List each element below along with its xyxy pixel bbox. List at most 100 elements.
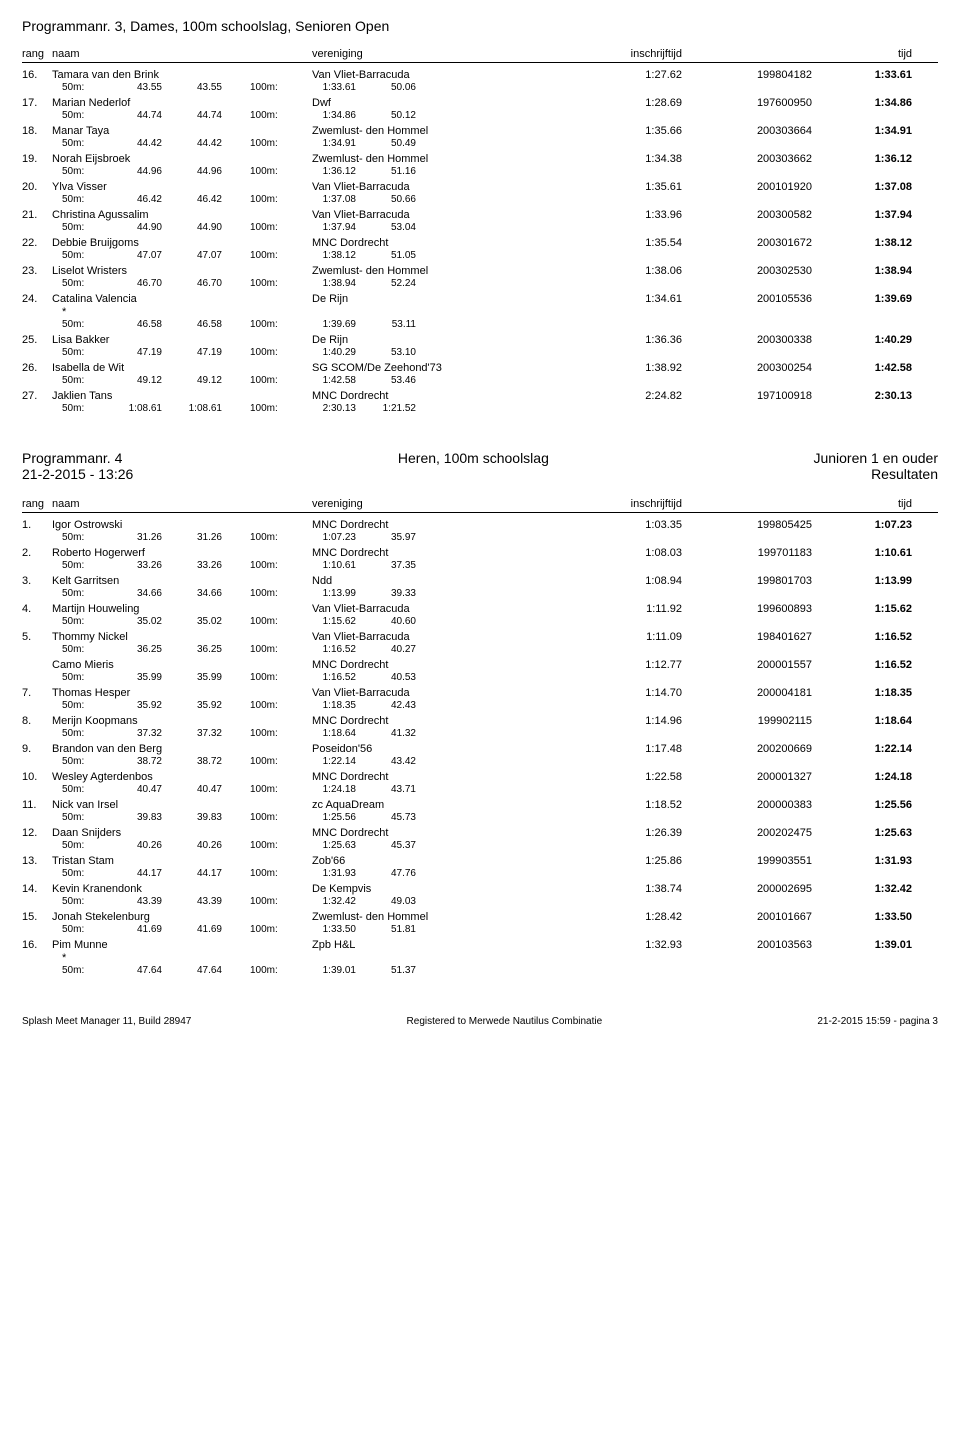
split-100m-v2: 40.60 [356,616,416,627]
naam: Igor Ostrowski [52,519,312,531]
split-100m-label: 100m: [250,250,296,261]
rang: 14. [22,883,52,895]
result-row: 4.Martijn HouwelingVan Vliet-Barracuda1:… [22,603,938,627]
split-100m-v1: 1:37.08 [296,194,356,205]
split-50m-label: 50m: [62,278,102,289]
split-50m-v1: 49.12 [102,375,162,386]
naam: Christina Agussalim [52,209,312,221]
tijd: 1:34.86 [812,97,912,109]
inschrijftijd: 1:28.42 [572,911,682,923]
hdr-rang: rang [22,48,52,60]
split-50m-v2: 46.42 [162,194,222,205]
splits: 50m:41.6941.69100m:1:33.5051.81 [22,924,938,935]
tijd: 1:07.23 [812,519,912,531]
rang: 16. [22,69,52,81]
rang: 4. [22,603,52,615]
split-50m-v1: 44.42 [102,138,162,149]
tijd: 1:38.94 [812,265,912,277]
split-100m-v1: 1:32.42 [296,896,356,907]
rang: 16. [22,939,52,951]
result-line: 22.Debbie BruijgomsMNC Dordrecht1:35.542… [22,237,938,249]
regnr: 200103563 [682,939,812,951]
vereniging: MNC Dordrecht [312,771,572,783]
split-100m-v1: 1:42.58 [296,375,356,386]
vereniging: Poseidon'56 [312,743,572,755]
result-row: 18.Manar TayaZwemlust- den Hommel1:35.66… [22,125,938,149]
inschrijftijd: 1:32.93 [572,939,682,951]
rang: 3. [22,575,52,587]
inschrijftijd: 1:34.61 [572,293,682,305]
split-100m-v1: 1:16.52 [296,644,356,655]
prog4-left1: Programmanr. 4 [22,450,133,466]
vereniging: Van Vliet-Barracuda [312,687,572,699]
split-50m-v1: 46.70 [102,278,162,289]
vereniging: MNC Dordrecht [312,237,572,249]
vereniging: De Rijn [312,293,572,305]
splits: 50m:1:08.611:08.61100m:2:30.131:21.52 [22,403,938,414]
split-50m-v2: 39.83 [162,812,222,823]
vereniging: Van Vliet-Barracuda [312,631,572,643]
tijd: 1:15.62 [812,603,912,615]
inschrijftijd: 1:35.61 [572,181,682,193]
result-row: 16.Pim MunneZpb H&L1:32.932001035631:39.… [22,939,938,976]
split-100m-label: 100m: [250,82,296,93]
rang: 5. [22,631,52,643]
split-100m-v2: 41.32 [356,728,416,739]
split-50m-v2: 49.12 [162,375,222,386]
inschrijftijd: 1:35.54 [572,237,682,249]
split-100m-v1: 1:39.69 [296,319,356,330]
split-100m-v1: 1:16.52 [296,672,356,683]
vereniging: Zob'66 [312,855,572,867]
split-100m-label: 100m: [250,194,296,205]
split-50m-label: 50m: [62,644,102,655]
split-50m-label: 50m: [62,588,102,599]
split-100m-label: 100m: [250,166,296,177]
splits: 50m:43.3943.39100m:1:32.4249.03 [22,896,938,907]
split-50m-v1: 40.47 [102,784,162,795]
split-50m-v2: 33.26 [162,560,222,571]
hdr2-ver: vereniging [312,498,572,510]
naam: Tristan Stam [52,855,312,867]
split-50m-label: 50m: [62,319,102,330]
regnr: 198401627 [682,631,812,643]
vereniging: Zpb H&L [312,939,572,951]
prog4-left2: 21-2-2015 - 13:26 [22,466,133,482]
split-100m-label: 100m: [250,560,296,571]
inschrijftijd: 1:25.86 [572,855,682,867]
vereniging: Van Vliet-Barracuda [312,69,572,81]
hdr-ver: vereniging [312,48,572,60]
split-100m-v2: 53.04 [356,222,416,233]
regnr: 199804182 [682,69,812,81]
split-50m-v2: 44.17 [162,868,222,879]
split-50m-label: 50m: [62,896,102,907]
split-100m-label: 100m: [250,896,296,907]
star-marker: * [22,306,938,318]
result-line: 24.Catalina ValenciaDe Rijn1:34.61200105… [22,293,938,305]
split-100m-v2: 50.66 [356,194,416,205]
split-100m-v1: 1:38.12 [296,250,356,261]
regnr: 200303664 [682,125,812,137]
rang: 27. [22,390,52,402]
split-50m-label: 50m: [62,110,102,121]
naam: Isabella de Wit [52,362,312,374]
result-row: 3.Kelt GarritsenNdd1:08.941998017031:13.… [22,575,938,599]
result-row: 5.Thommy NickelVan Vliet-Barracuda1:11.0… [22,631,938,655]
naam: Debbie Bruijgoms [52,237,312,249]
split-100m-v2: 52.24 [356,278,416,289]
splits: 50m:38.7238.72100m:1:22.1443.42 [22,756,938,767]
naam: Merijn Koopmans [52,715,312,727]
split-50m-v2: 41.69 [162,924,222,935]
result-line: 15.Jonah StekelenburgZwemlust- den Homme… [22,911,938,923]
split-50m-v1: 35.92 [102,700,162,711]
result-row: 19.Norah EijsbroekZwemlust- den Hommel1:… [22,153,938,177]
split-100m-v2: 35.97 [356,532,416,543]
vereniging: MNC Dordrecht [312,519,572,531]
split-50m-label: 50m: [62,756,102,767]
split-100m-v1: 2:30.13 [296,403,356,414]
splits: 50m:44.7444.74100m:1:34.8650.12 [22,110,938,121]
result-line: 3.Kelt GarritsenNdd1:08.941998017031:13.… [22,575,938,587]
naam: Kevin Kranendonk [52,883,312,895]
split-50m-label: 50m: [62,840,102,851]
event2-body: 1.Igor OstrowskiMNC Dordrecht1:03.351998… [22,519,938,976]
tijd: 1:40.29 [812,334,912,346]
